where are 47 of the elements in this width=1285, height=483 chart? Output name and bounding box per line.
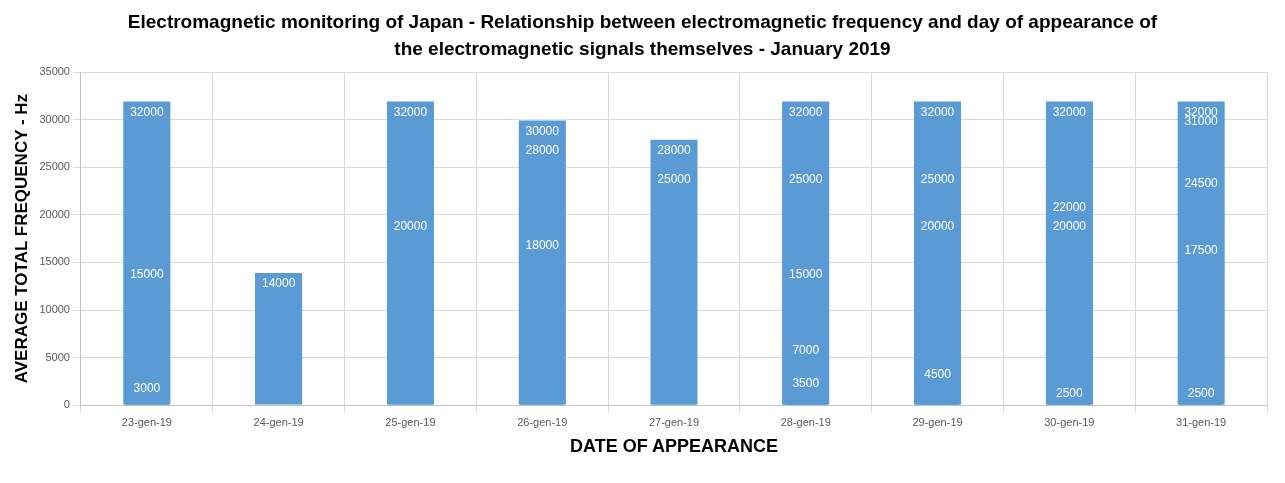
data-label: 22000: [1052, 200, 1087, 215]
data-label: 32000: [393, 104, 428, 119]
data-label: 32000: [920, 104, 955, 119]
y-tick-label: 10000: [39, 303, 70, 316]
data-label: 2500: [1187, 385, 1215, 400]
data-label: 7000: [792, 342, 820, 357]
x-tick-label: 24-gen-19: [253, 415, 304, 428]
data-label: 17500: [1184, 242, 1219, 257]
x-tick-label: 23-gen-19: [121, 415, 172, 428]
x-tick-label: 28-gen-19: [780, 415, 831, 428]
y-tick-label: 30000: [39, 112, 70, 125]
data-label: 32000: [1052, 104, 1087, 119]
data-label: 28000: [657, 142, 691, 157]
data-label: 3000: [133, 380, 161, 395]
y-tick-label: 0: [63, 398, 70, 411]
y-tick-label: 25000: [39, 160, 70, 173]
data-label: 25000: [657, 171, 691, 186]
data-label: 3500: [792, 376, 820, 391]
x-axis-title: DATE OF APPEARANCE: [569, 436, 778, 457]
x-tick-label: 29-gen-19: [912, 415, 963, 428]
data-label: 15000: [789, 266, 823, 281]
data-label: 15000: [130, 266, 164, 281]
data-label: 24500: [1184, 176, 1219, 191]
y-axis-title: AVERAGE TOTAL FREQUENCY - Hz: [11, 93, 31, 384]
chart-title: Electromagnetic monitoring of Japan - Relationship between electromagnetic frequency and day of appearance of the electromagnetic signals themselves - January 2019: [126, 10, 1159, 61]
data-label: 32000: [789, 104, 823, 119]
y-tick-label: 20000: [39, 207, 70, 220]
y-tick-label: 5000: [45, 350, 70, 363]
x-tick-label: 27-gen-19: [648, 415, 700, 428]
data-label: 18000: [525, 238, 560, 253]
data-label: 28000: [525, 142, 560, 157]
data-label: 32000: [130, 104, 164, 119]
data-label: 4500: [924, 366, 952, 381]
x-tick-label: 31-gen-19: [1176, 415, 1227, 428]
data-label: 20000: [1052, 219, 1087, 234]
data-label: 2500: [1055, 385, 1083, 400]
x-tick-label: 30-gen-19: [1044, 415, 1095, 428]
data-label: 14000: [261, 276, 296, 291]
y-tick-label: 35000: [39, 65, 70, 78]
y-tick-label: 15000: [39, 255, 70, 268]
x-tick-label: 26-gen-19: [517, 415, 568, 428]
data-label: 30000: [525, 123, 560, 138]
data-label: 25000: [920, 171, 955, 186]
x-tick-label: 25-gen-19: [385, 415, 436, 428]
data-label: 20000: [393, 219, 428, 234]
data-label: 25000: [789, 171, 823, 186]
data-label: 20000: [920, 219, 955, 234]
